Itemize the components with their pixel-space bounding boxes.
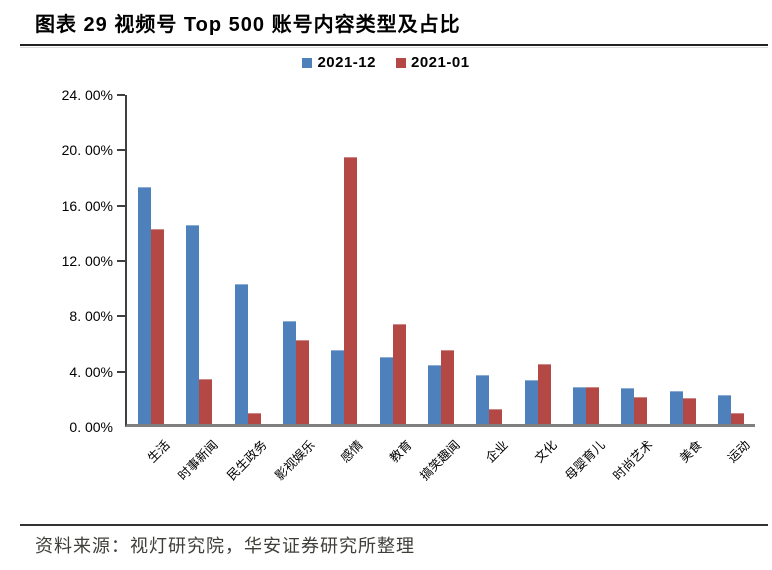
bar-2021-12 — [476, 374, 490, 424]
x-axis-label: 企业 — [482, 437, 512, 466]
bar-group: 时尚艺术 — [610, 95, 658, 483]
y-axis-tick-mark — [117, 94, 125, 96]
bar-2021-12 — [234, 284, 248, 424]
x-axis-label: 民生政务 — [223, 437, 270, 484]
bar-2021-12 — [717, 395, 731, 424]
y-axis-tick-mark — [117, 315, 125, 318]
bar-2021-01 — [585, 387, 599, 424]
y-axis-tick-mark — [117, 260, 125, 262]
bar-2021-12 — [621, 388, 635, 424]
y-axis-tick-mark — [117, 204, 125, 207]
legend-item: 2021-12 — [302, 54, 376, 71]
y-axis-tick-mark — [117, 149, 125, 152]
y-axis-tick-label: 8. 00% — [69, 308, 113, 325]
bar-group: 生活 — [127, 95, 175, 465]
bar-group: 感情 — [320, 95, 368, 465]
bar-2021-12 — [669, 391, 683, 424]
bar-2021-01 — [682, 397, 696, 424]
bar-2021-01 — [489, 408, 503, 424]
bar-group: 时事新闻 — [175, 95, 223, 483]
footer-divider — [20, 524, 768, 526]
bar-2021-12 — [379, 356, 393, 424]
bar-group: 运动 — [707, 95, 755, 465]
bar-2021-01 — [296, 340, 310, 424]
legend-item: 2021-01 — [396, 54, 470, 71]
y-axis-tick-mark — [117, 370, 125, 373]
x-axis-label: 教育 — [386, 437, 415, 466]
bar-2021-01 — [730, 413, 744, 424]
bar-2021-01 — [151, 229, 165, 424]
x-axis-label: 美食 — [676, 437, 705, 466]
bar-2021-12 — [428, 365, 442, 424]
bar-group: 企业 — [465, 95, 513, 465]
chart-legend: 2021-12 2021-01 — [0, 54, 772, 71]
bar-2021-12 — [186, 225, 200, 424]
figure-title: 图表 29 视频号 Top 500 账号内容类型及占比 — [35, 14, 461, 36]
y-axis-tick-label: 0. 00% — [69, 419, 113, 435]
x-axis-label: 影视娱乐 — [271, 437, 318, 484]
y-axis: 0. 00% 4. 00% 8. 00% 12. 00% 16. 00% 20. 00% 2… — [0, 0, 125, 570]
bar-2021-01 — [199, 378, 213, 424]
bar-2021-12 — [283, 321, 297, 424]
bar-group: 民生政务 — [224, 95, 272, 483]
y-axis-tick-label: 24. 00% — [61, 87, 113, 103]
bar-group: 文化 — [514, 95, 562, 465]
bar-2021-01 — [392, 323, 406, 424]
bar-group: 母婴育儿 — [562, 95, 610, 483]
legend-swatch-icon — [302, 57, 313, 68]
bar-2021-12 — [572, 387, 586, 424]
legend-label: 2021-12 — [317, 54, 376, 71]
x-axis-label: 文化 — [531, 437, 560, 466]
x-axis-label: 母婴育儿 — [561, 437, 608, 484]
x-axis-label: 时尚艺术 — [610, 437, 657, 484]
x-axis-label: 时事新闻 — [175, 437, 222, 484]
y-axis-tick-label: 4. 00% — [69, 363, 113, 380]
bar-group: 教育 — [369, 95, 417, 465]
bar-2021-12 — [331, 349, 345, 424]
bar-2021-01 — [247, 413, 261, 424]
source-note: 资料来源：视灯研究院，华安证券研究所整理 — [35, 536, 415, 557]
legend-swatch-icon — [396, 57, 406, 68]
bar-group: 美食 — [658, 95, 706, 465]
y-axis-tick-label: 12. 00% — [61, 253, 113, 269]
bar-2021-12 — [524, 380, 538, 424]
y-axis-tick-label: 20. 00% — [61, 142, 113, 159]
bar-group: 搞笑趣闻 — [417, 95, 465, 483]
bar-2021-01 — [634, 396, 648, 424]
y-axis-tick-label: 16. 00% — [61, 197, 113, 214]
bar-2021-01 — [441, 349, 455, 424]
legend-label: 2021-01 — [411, 54, 470, 71]
bar-2021-01 — [537, 363, 551, 424]
x-axis-label: 搞笑趣闻 — [416, 437, 463, 484]
bar-group: 影视娱乐 — [272, 95, 320, 483]
bar-2021-01 — [344, 156, 358, 424]
title-underline — [20, 44, 768, 48]
x-axis-label: 生活 — [144, 437, 173, 466]
bar-2021-12 — [138, 186, 152, 424]
plot-area: 生活 时事新闻 民生政务 影视娱乐 感情 教育 搞笑趣闻 企业 文化 母婴育儿 时尚艺术 美食 运动 — [125, 95, 755, 483]
x-axis-label: 感情 — [337, 437, 367, 466]
x-axis-label: 运动 — [724, 437, 753, 466]
